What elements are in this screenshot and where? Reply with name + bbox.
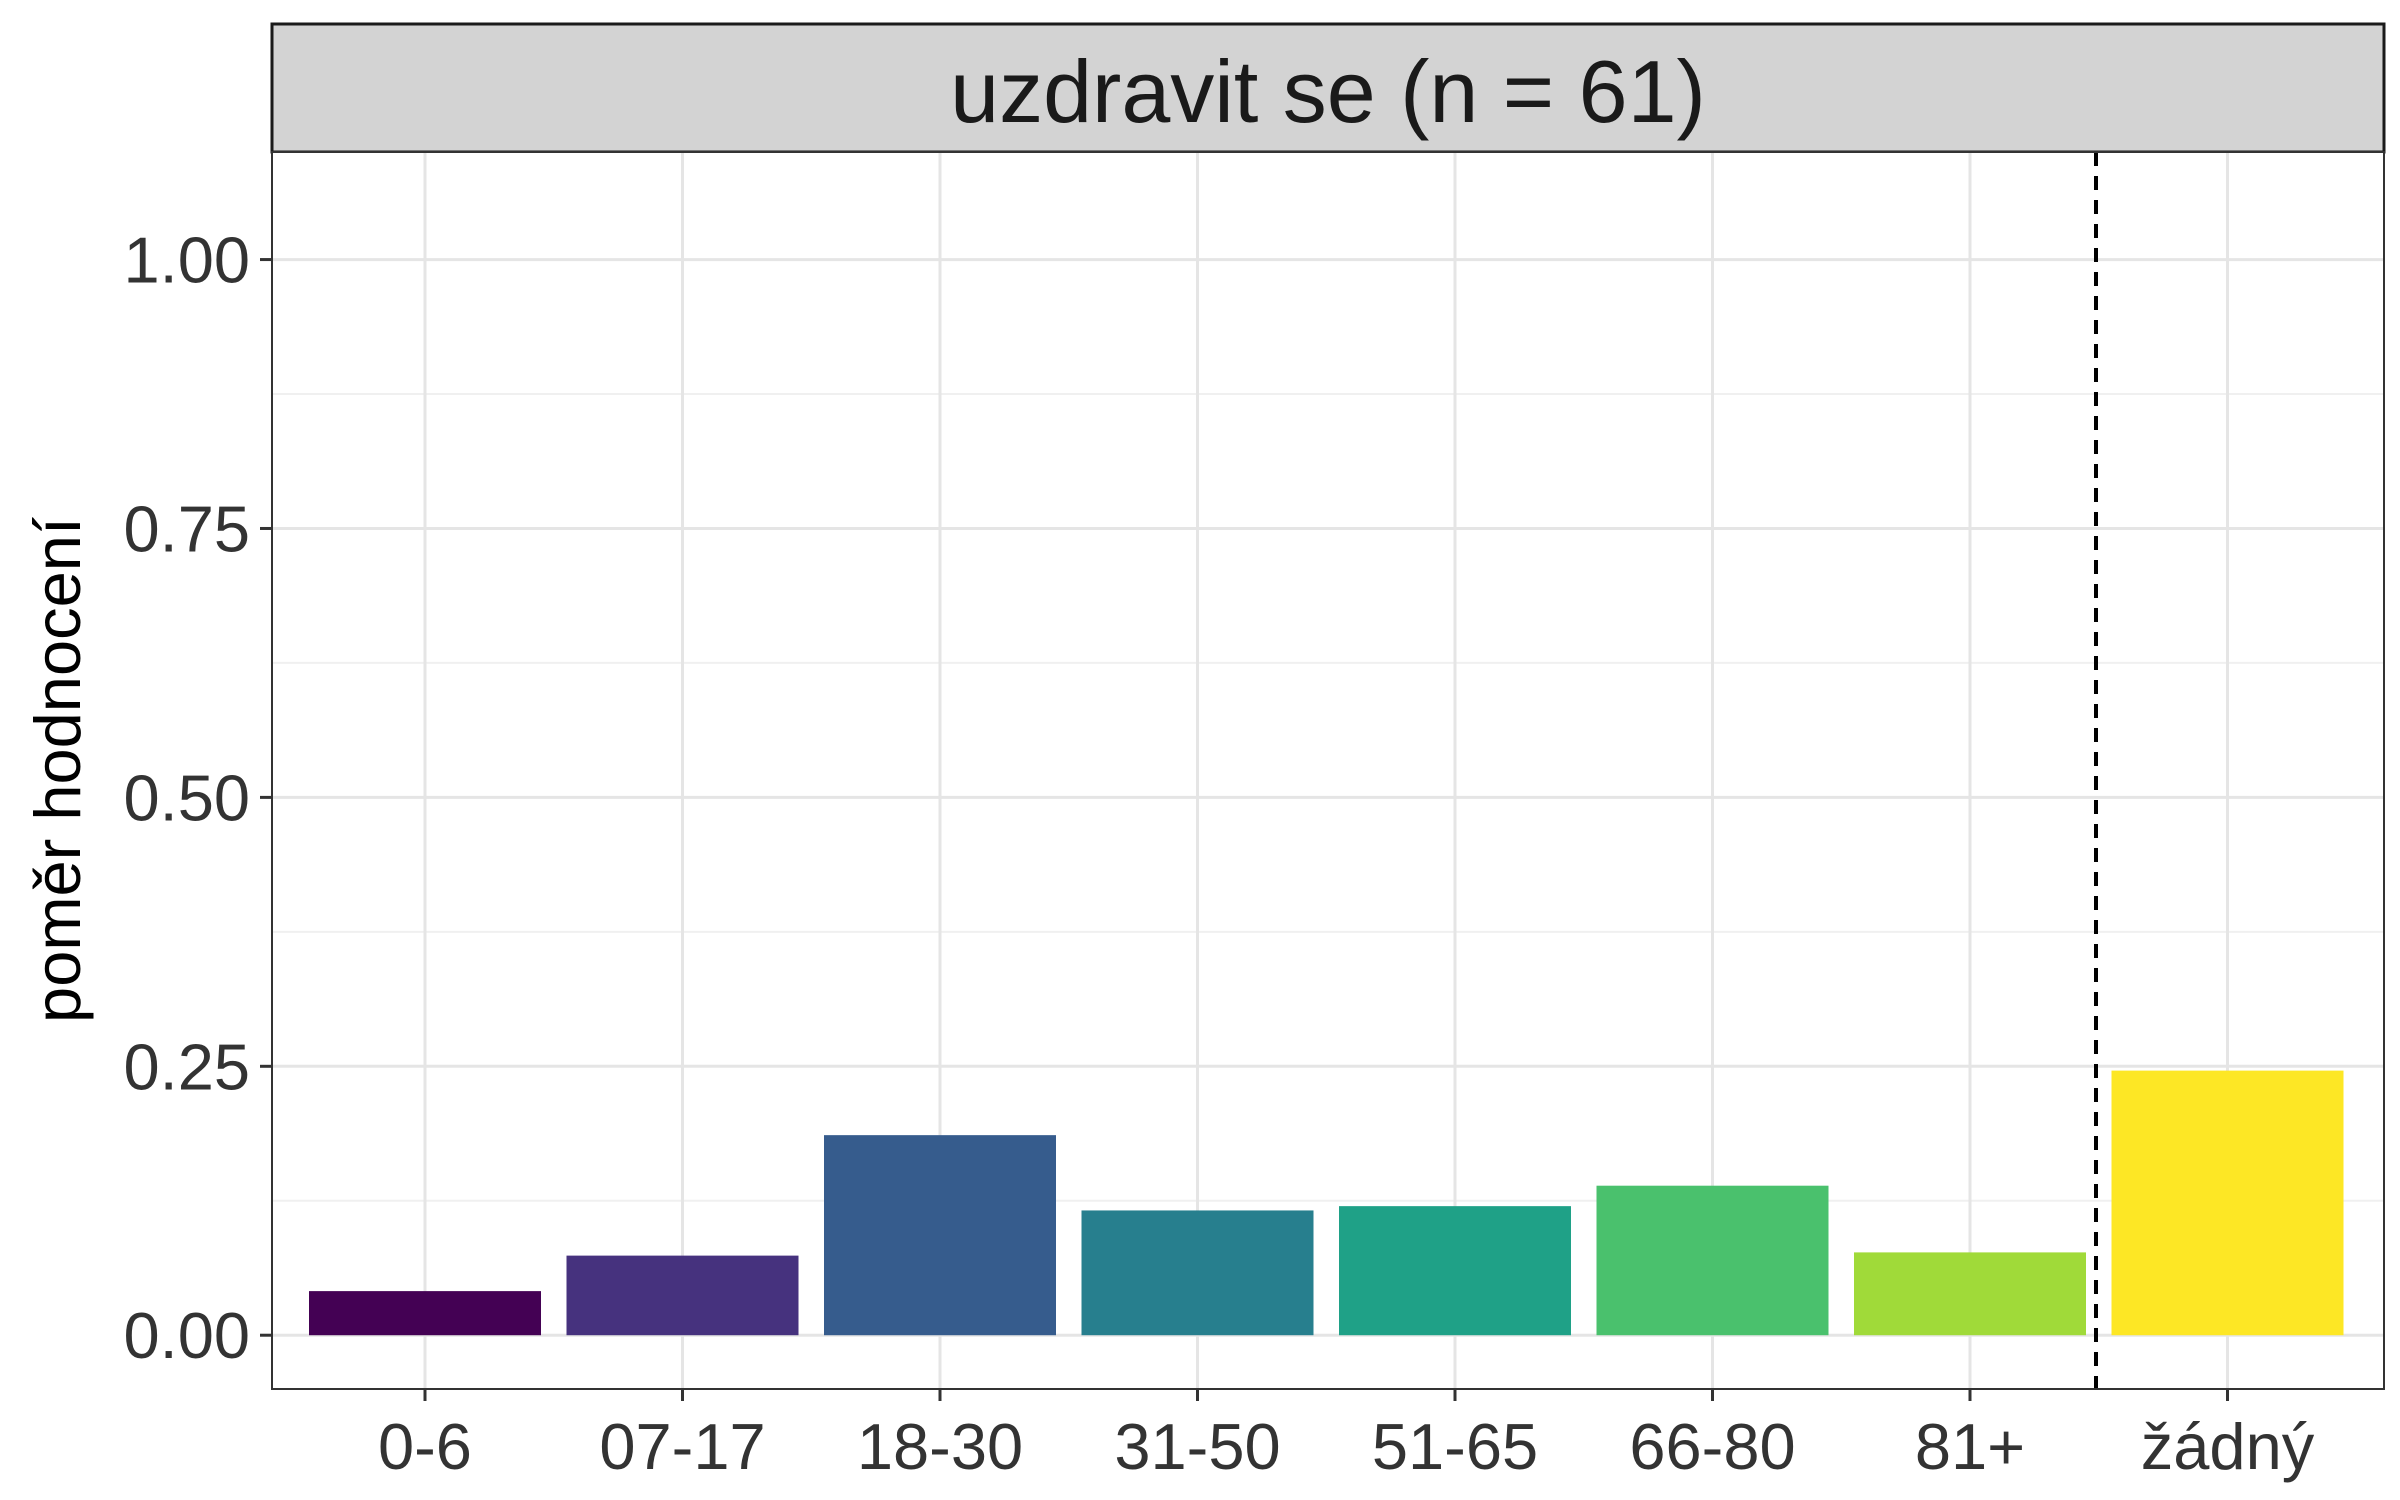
x-axis: 0-6 07-17 18-30 31-50 51-65 66-80 81+ žádný: [378, 1389, 2315, 1483]
x-tick-label: 31-50: [1114, 1410, 1280, 1483]
strip-background: [270, 22, 2386, 154]
bar-0-6: [309, 1291, 541, 1336]
bar-31-50: [1081, 1210, 1314, 1336]
bar-51-65: [1339, 1206, 1571, 1336]
x-tick-label: 0-6: [378, 1410, 472, 1483]
bar-18-30: [824, 1135, 1056, 1336]
plot-panel: [271, 151, 2385, 1390]
y-tick-label: 0.75: [123, 492, 250, 565]
chart-title: uzdravit se (n = 61): [950, 42, 1706, 141]
x-tick-label: 81+: [1915, 1410, 2025, 1483]
y-tick-label: 0.25: [123, 1030, 250, 1103]
x-tick-label: 07-17: [599, 1410, 765, 1483]
y-tick-label: 1.00: [123, 224, 250, 297]
x-tick-label: 18-30: [857, 1410, 1023, 1483]
y-axis: 0.00 0.25 0.50 0.75 1.00: [123, 224, 272, 1372]
bar-žádný: [2111, 1070, 2344, 1336]
x-tick-label: žádný: [2141, 1410, 2315, 1483]
x-tick-label: 66-80: [1629, 1410, 1795, 1483]
bars: [309, 1070, 2344, 1336]
x-tick-label: 51-65: [1372, 1410, 1538, 1483]
bar-81+: [1854, 1252, 2086, 1336]
bar-07-17: [566, 1255, 799, 1336]
y-tick-label: 0.00: [123, 1299, 250, 1372]
bar-66-80: [1596, 1185, 1829, 1336]
panel-border: [271, 151, 2385, 1390]
y-tick-label: 0.50: [123, 761, 250, 834]
y-axis-title: poměr hodnocení: [21, 517, 94, 1023]
gridlines: [272, 152, 2384, 1389]
